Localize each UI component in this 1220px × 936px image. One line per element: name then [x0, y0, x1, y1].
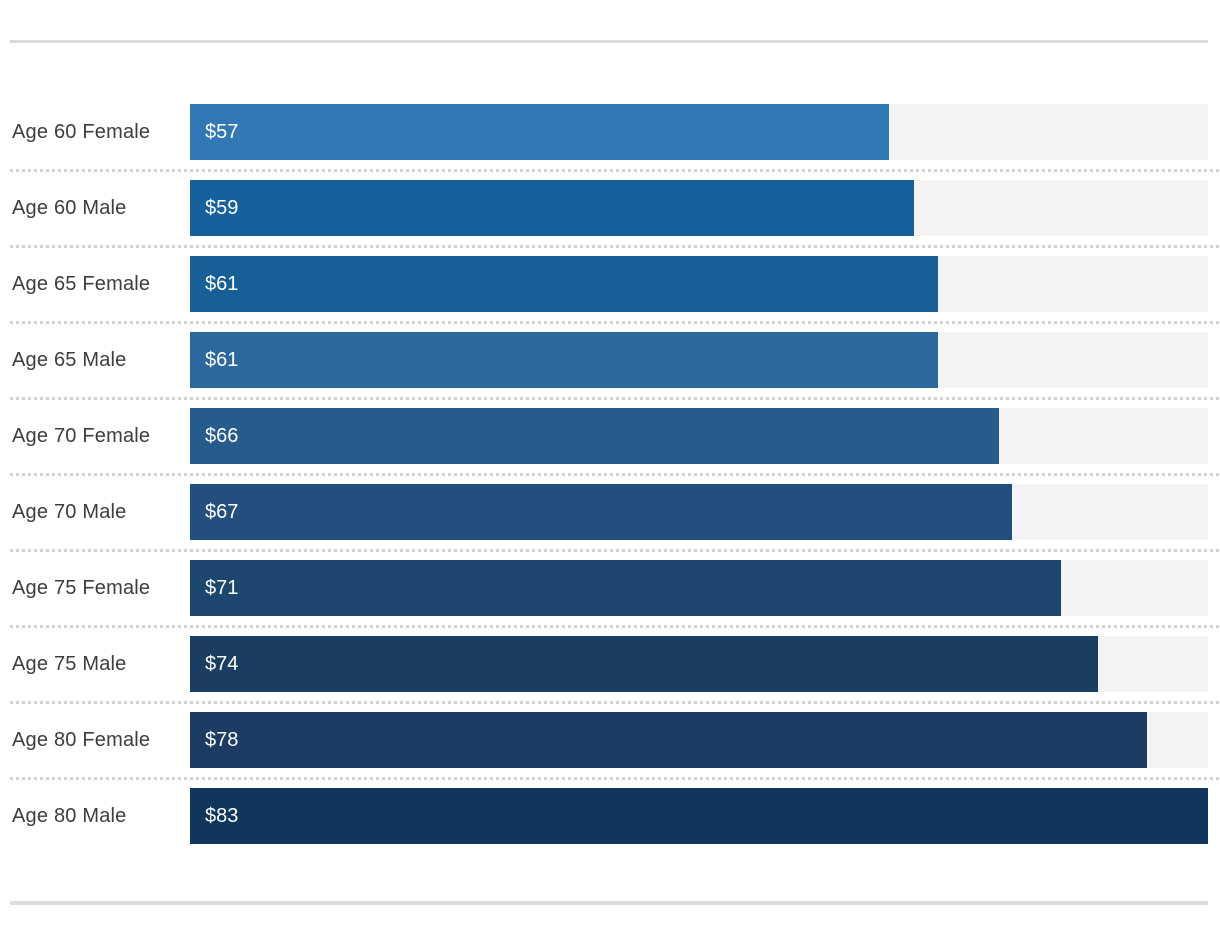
row-separator	[0, 160, 1220, 180]
bar-track: $71	[190, 560, 1208, 616]
dotted-line	[10, 777, 1220, 780]
bar-track: $78	[190, 712, 1208, 768]
value-label: $59	[205, 196, 239, 219]
value-label: $83	[205, 804, 239, 827]
chart-row: Age 80 Female $78	[0, 712, 1208, 768]
bar: $66	[190, 408, 1000, 464]
dotted-line	[10, 245, 1220, 248]
category-label: Age 75 Female	[12, 576, 151, 599]
dotted-line	[10, 397, 1220, 400]
category-label: Age 70 Male	[12, 500, 127, 523]
category-label: Age 65 Male	[12, 348, 127, 371]
bar: $71	[190, 560, 1061, 616]
chart-row: Age 60 Female $57	[0, 104, 1208, 160]
bar: $74	[190, 636, 1098, 692]
chart-row: Age 75 Male $74	[0, 636, 1208, 692]
chart-row: Age 60 Male $59	[0, 180, 1208, 236]
category-label: Age 75 Male	[12, 652, 127, 675]
bottom-divider	[10, 901, 1208, 905]
row-separator	[0, 312, 1220, 332]
row-separator	[0, 464, 1220, 484]
chart-row: Age 65 Female $61	[0, 256, 1208, 312]
value-label: $61	[205, 272, 239, 295]
bar: $61	[190, 256, 939, 312]
bar-track: $61	[190, 256, 1208, 312]
bar-track: $74	[190, 636, 1208, 692]
dotted-line	[10, 701, 1220, 704]
bar-chart: Age 60 Female $57 Age 60 Male $59 Age 65…	[0, 104, 1220, 844]
chart-row: Age 75 Female $71	[0, 560, 1208, 616]
value-label: $71	[205, 576, 239, 599]
top-divider	[10, 40, 1208, 43]
category-label: Age 65 Female	[12, 272, 151, 295]
bar-track: $61	[190, 332, 1208, 388]
bar: $57	[190, 104, 890, 160]
row-separator	[0, 768, 1220, 788]
value-label: $74	[205, 652, 239, 675]
bar-track: $66	[190, 408, 1208, 464]
bar: $78	[190, 712, 1147, 768]
chart-row: Age 70 Male $67	[0, 484, 1208, 540]
dotted-line	[10, 169, 1220, 172]
value-label: $66	[205, 424, 239, 447]
dotted-line	[10, 473, 1220, 476]
dotted-line	[10, 549, 1220, 552]
bar-track: $83	[190, 788, 1208, 844]
value-label: $78	[205, 728, 239, 751]
chart-row: Age 70 Female $66	[0, 408, 1208, 464]
bar: $61	[190, 332, 939, 388]
chart-row: Age 65 Male $61	[0, 332, 1208, 388]
bar-track: $59	[190, 180, 1208, 236]
category-label: Age 60 Male	[12, 196, 127, 219]
row-separator	[0, 236, 1220, 256]
bar: $67	[190, 484, 1012, 540]
row-separator	[0, 692, 1220, 712]
value-label: $61	[205, 348, 239, 371]
bar-track: $67	[190, 484, 1208, 540]
category-label: Age 80 Female	[12, 728, 151, 751]
bar: $83	[190, 788, 1208, 844]
dotted-line	[10, 321, 1220, 324]
value-label: $67	[205, 500, 239, 523]
dotted-line	[10, 625, 1220, 628]
category-label: Age 60 Female	[12, 120, 151, 143]
row-separator	[0, 388, 1220, 408]
chart-row: Age 80 Male $83	[0, 788, 1208, 844]
category-label: Age 70 Female	[12, 424, 151, 447]
row-separator	[0, 540, 1220, 560]
bar: $59	[190, 180, 914, 236]
row-separator	[0, 616, 1220, 636]
value-label: $57	[205, 120, 239, 143]
bar-track: $57	[190, 104, 1208, 160]
category-label: Age 80 Male	[12, 804, 127, 827]
